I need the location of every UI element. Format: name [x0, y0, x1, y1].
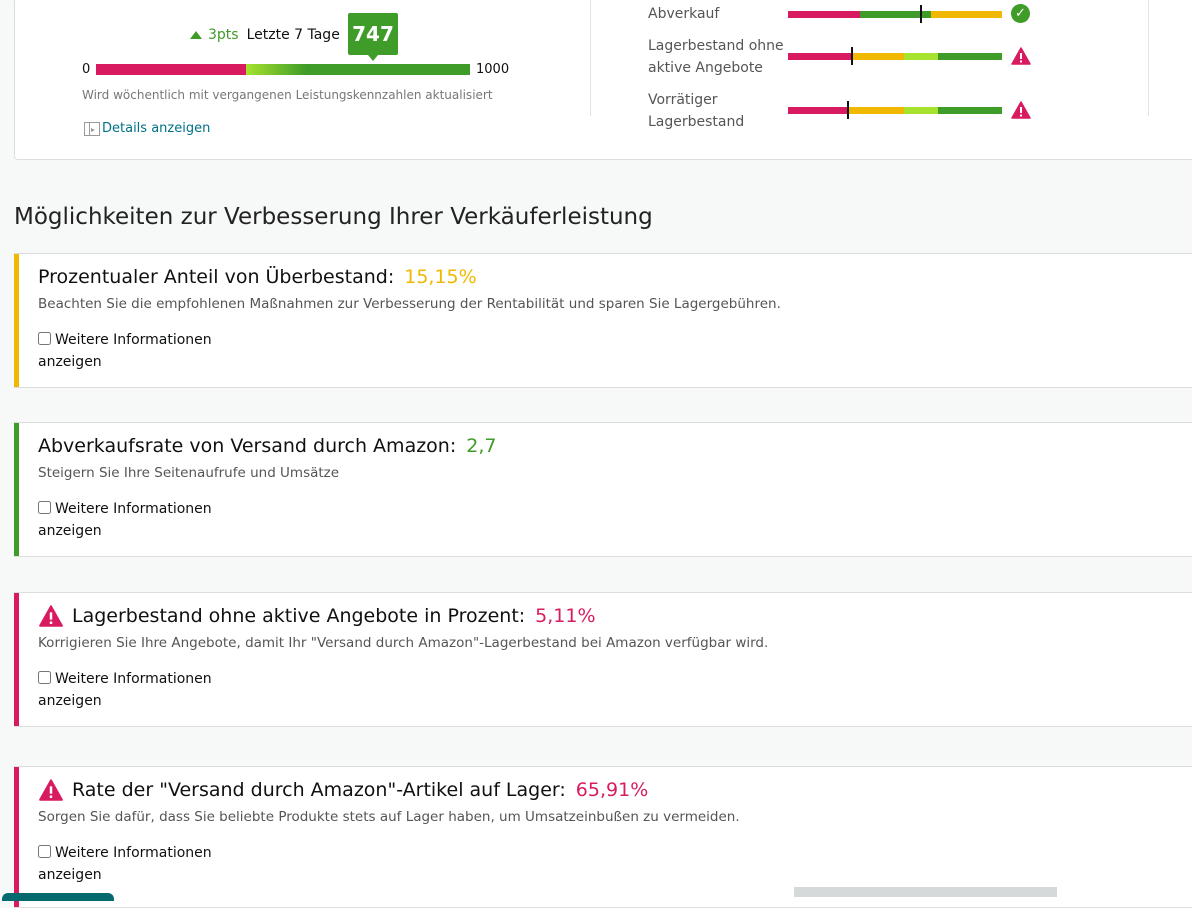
metric-label-text: Abverkauf [648, 6, 720, 22]
card-description: Korrigieren Sie Ihre Angebote, damit Ihr… [38, 635, 769, 651]
metric-label-lagerbestand-ohne: Lagerbestand ohne aktive Angebote [648, 38, 784, 76]
scale-max: 1000 [476, 62, 510, 77]
divider [1148, 0, 1149, 116]
account-health-card [14, 0, 1192, 160]
more-info-checkbox[interactable] [38, 332, 51, 345]
section-title: Möglichkeiten zur Verbesserung Ihrer Ver… [14, 204, 653, 230]
score-change: 3pts Letzte 7 Tage [190, 27, 340, 43]
more-info-checkbox[interactable] [38, 845, 51, 858]
check-circle-icon: ✓ [1011, 4, 1030, 23]
update-note: Wird wöchentlich mit vergangenen Leistun… [82, 88, 493, 102]
details-link[interactable]: Details anzeigen [84, 121, 210, 136]
card-accent [14, 423, 19, 556]
card-title: Lagerbestand ohne aktive Angebote in Pro… [38, 605, 596, 627]
card-description: Sorgen Sie dafür, dass Sie beliebte Prod… [38, 809, 740, 825]
divider [590, 0, 591, 116]
card-accent [14, 767, 19, 907]
metric-bar-vorraetiger [788, 107, 1002, 114]
more-info-toggle[interactable]: Weitere Informationen anzeigen [38, 501, 212, 539]
card-accent [14, 593, 19, 726]
card-value: 15,15% [404, 266, 477, 288]
metric-label-vorraetiger: Vorrätiger Lagerbestand [648, 92, 745, 130]
metric-label-abverkauf: Abverkauf [648, 3, 719, 25]
card-value: 65,91% [575, 779, 649, 801]
metric-bar-abverkauf [788, 11, 1002, 18]
opportunity-card: Abverkaufsrate von Versand durch Amazon:… [14, 422, 1192, 557]
card-title: Rate der "Versand durch Amazon"-Artikel … [38, 779, 648, 801]
card-description: Steigern Sie Ihre Seitenaufrufe und Umsä… [38, 465, 340, 481]
card-title: Abverkaufsrate von Versand durch Amazon:… [38, 435, 497, 457]
score-bar [96, 64, 470, 75]
score-bar-green [306, 64, 470, 75]
score-badge: 747 [348, 13, 398, 61]
more-info-toggle[interactable]: Weitere Informationen anzeigen [38, 332, 212, 370]
card-value: 5,11% [535, 605, 596, 627]
metric-marker [920, 5, 922, 23]
arrow-up-icon [190, 31, 202, 39]
metric-marker [851, 47, 853, 65]
score-period: Letzte 7 Tage [246, 27, 340, 43]
scroll-region [794, 887, 1057, 897]
card-title: Prozentualer Anteil von Überbestand: 15,… [38, 266, 477, 288]
opportunity-card: Rate der "Versand durch Amazon"-Artikel … [14, 766, 1192, 908]
more-info-checkbox[interactable] [38, 671, 51, 684]
opportunity-card: Lagerbestand ohne aktive Angebote in Pro… [14, 592, 1192, 727]
card-value: 2,7 [466, 435, 497, 457]
card-description: Beachten Sie die empfohlenen Maßnahmen z… [38, 296, 781, 312]
score-bar-red [96, 64, 246, 75]
more-info-toggle[interactable]: Weitere Informationen anzeigen [38, 845, 212, 883]
details-link-label[interactable]: Details anzeigen [102, 121, 211, 136]
score-bar-gradient [246, 64, 306, 75]
warning-triangle-icon [39, 605, 63, 627]
warning-triangle-icon [39, 779, 63, 801]
card-accent [14, 254, 19, 387]
more-info-toggle[interactable]: Weitere Informationen anzeigen [38, 671, 212, 709]
metric-bar-lagerbestand-ohne [788, 53, 1002, 60]
scale-min: 0 [82, 62, 91, 77]
feedback-tab[interactable] [2, 893, 114, 901]
warning-triangle-icon [1011, 101, 1031, 119]
warning-triangle-icon [1011, 47, 1031, 65]
more-info-checkbox[interactable] [38, 501, 51, 514]
metric-marker [847, 101, 849, 119]
panel-expand-icon [84, 121, 100, 136]
score-change-value: 3pts [208, 27, 239, 43]
opportunity-card: Prozentualer Anteil von Überbestand: 15,… [14, 253, 1192, 388]
